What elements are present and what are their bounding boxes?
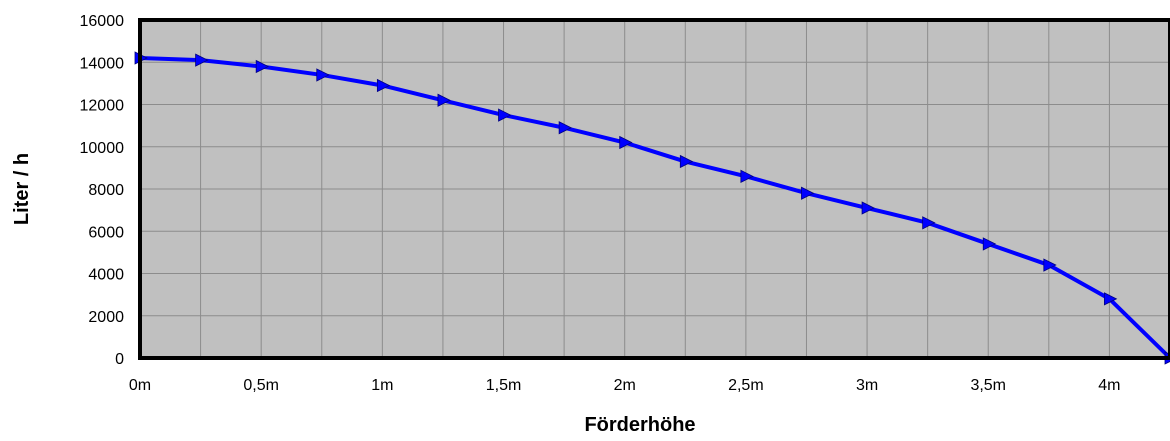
data-point-marker xyxy=(376,78,391,93)
x-tick-label: 3m xyxy=(856,377,878,394)
data-point-marker xyxy=(316,68,330,82)
x-tick-label: 0,5m xyxy=(243,377,279,394)
plot-border xyxy=(138,18,1170,360)
data-point-marker xyxy=(740,169,754,183)
y-tick-label: 0 xyxy=(115,351,124,368)
x-axis-tick-labels: 0m 0,5m 1m 1,5m 2m 2,5m 3m 3,5m 4m xyxy=(129,377,1121,394)
x-tick-label: 1m xyxy=(371,377,393,394)
x-tick-label: 2m xyxy=(614,377,636,394)
y-axis-tick-labels: 0 2000 4000 6000 8000 10000 12000 14000 16000 xyxy=(80,13,125,368)
data-point-marker xyxy=(922,216,936,230)
y-tick-label: 12000 xyxy=(80,98,125,115)
x-tick-label: 1,5m xyxy=(486,377,522,394)
plot-frame xyxy=(138,18,1170,360)
x-tick-label: 4m xyxy=(1098,377,1120,394)
x-tick-label: 0m xyxy=(129,377,151,394)
data-point-marker xyxy=(195,53,209,67)
data-point-marker xyxy=(619,135,633,150)
y-axis-title: Liter / h xyxy=(11,153,33,225)
x-tick-label: 2,5m xyxy=(728,377,764,394)
y-tick-label: 4000 xyxy=(88,267,124,284)
y-tick-label: 10000 xyxy=(80,140,125,157)
data-point-marker xyxy=(255,59,270,74)
y-tick-label: 6000 xyxy=(88,224,124,241)
y-tick-label: 16000 xyxy=(80,13,125,30)
data-point-marker xyxy=(1104,292,1118,306)
series-line-layer xyxy=(139,56,1170,360)
data-point-marker xyxy=(437,93,451,107)
x-tick-label: 3,5m xyxy=(970,377,1006,394)
data-point-marker xyxy=(982,237,997,251)
data-point-marker xyxy=(558,121,573,135)
data-point-marker xyxy=(498,108,512,122)
data-point-marker xyxy=(801,186,815,200)
data-point-marker xyxy=(861,201,875,215)
y-tick-label: 8000 xyxy=(88,182,124,199)
data-point-marker xyxy=(1043,258,1057,272)
y-tick-label: 14000 xyxy=(80,55,125,72)
data-point-marker xyxy=(679,154,694,169)
y-tick-label: 2000 xyxy=(88,309,124,326)
x-axis-title: Förderhöhe xyxy=(584,414,695,436)
series-line xyxy=(139,56,1170,360)
